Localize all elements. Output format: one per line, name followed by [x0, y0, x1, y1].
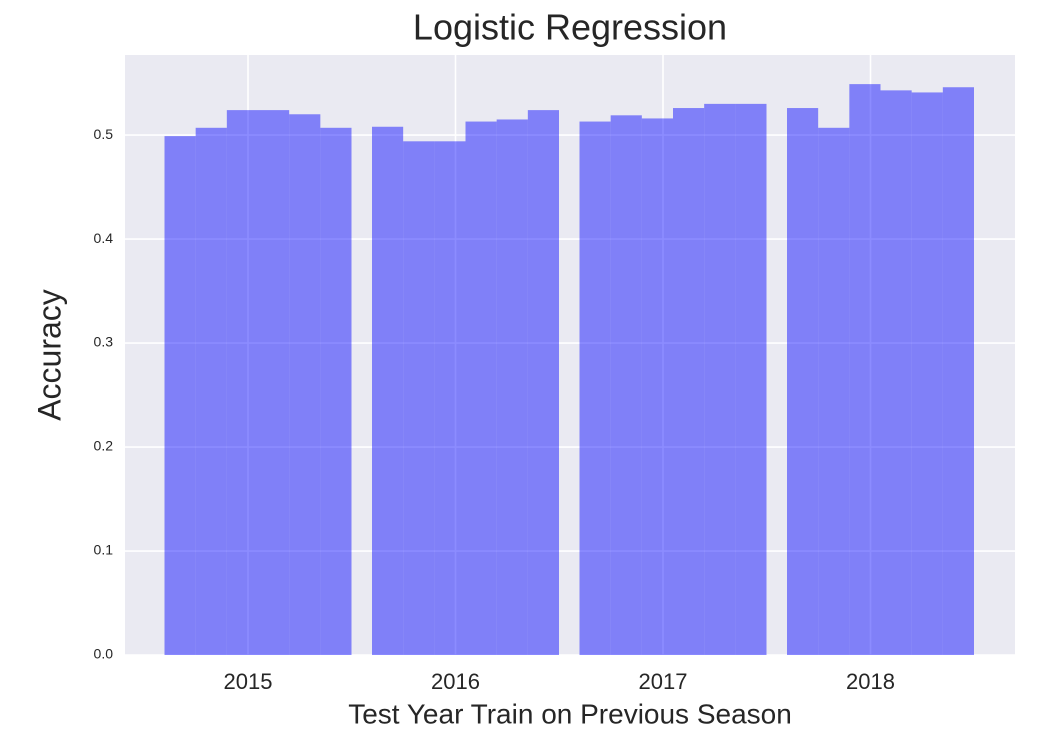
x-tick-label: 2016 [431, 669, 480, 694]
chart-title: Logistic Regression [413, 7, 727, 48]
y-tick-label: 0.5 [94, 126, 114, 142]
bar [320, 127, 352, 656]
bar [372, 126, 404, 656]
x-tick-label: 2018 [846, 669, 895, 694]
bar [880, 90, 912, 655]
bar [673, 108, 705, 655]
bar [527, 110, 559, 655]
y-axis-label: Accuracy [31, 289, 67, 421]
bar [641, 118, 673, 656]
bar [735, 103, 767, 656]
bar [496, 119, 528, 655]
bars [164, 84, 974, 656]
bar [911, 92, 943, 656]
bar [226, 110, 258, 655]
bar [289, 114, 321, 655]
bar [258, 110, 290, 655]
bar [787, 108, 819, 655]
bar [704, 103, 736, 656]
y-tick-label: 0.0 [94, 646, 114, 662]
x-tick-label: 2017 [639, 669, 688, 694]
bar [818, 127, 850, 656]
bar [403, 141, 435, 656]
bar [465, 121, 497, 655]
bar [434, 141, 466, 656]
bar [579, 121, 611, 655]
bar [195, 127, 227, 656]
grid [125, 55, 1015, 656]
x-tick-label: 2015 [224, 669, 273, 694]
y-tick-label: 0.1 [94, 542, 114, 558]
bar [164, 136, 196, 655]
y-tick-label: 0.4 [94, 230, 114, 246]
bar [610, 115, 642, 656]
plot-area [125, 55, 1015, 655]
y-tick-label: 0.3 [94, 334, 114, 350]
bar [942, 87, 974, 655]
x-axis-label: Test Year Train on Previous Season [348, 698, 792, 729]
bar [849, 84, 881, 656]
y-tick-label: 0.2 [94, 438, 114, 454]
